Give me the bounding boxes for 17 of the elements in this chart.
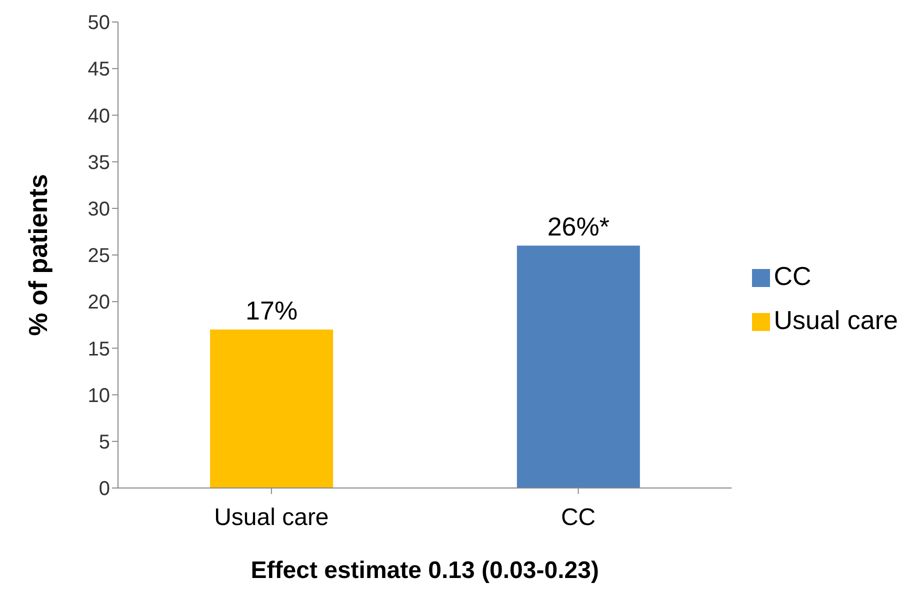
y-tick-label: 45	[88, 58, 110, 81]
y-tick-label: 50	[88, 12, 110, 34]
data-label: 17%	[246, 296, 298, 326]
legend-label: Usual care	[774, 305, 898, 335]
y-tick-label: 40	[88, 105, 110, 128]
x-axis-title: Effect estimate 0.13 (0.03-0.23)	[250, 557, 599, 584]
y-tick-label: 35	[88, 152, 110, 174]
y-tick-label: 30	[88, 198, 110, 220]
y-tick-label: 10	[88, 384, 110, 407]
legend-label: CC	[774, 261, 812, 291]
y-tick-label: 20	[88, 292, 110, 314]
y-axis-title: % of patients	[23, 174, 54, 336]
y-tick-label: 15	[88, 338, 110, 360]
y-tick-label: 25	[88, 245, 110, 268]
data-label: 26%*	[547, 212, 610, 242]
y-tick-label: 5	[98, 432, 110, 454]
y-tick-label: 0	[98, 478, 110, 500]
